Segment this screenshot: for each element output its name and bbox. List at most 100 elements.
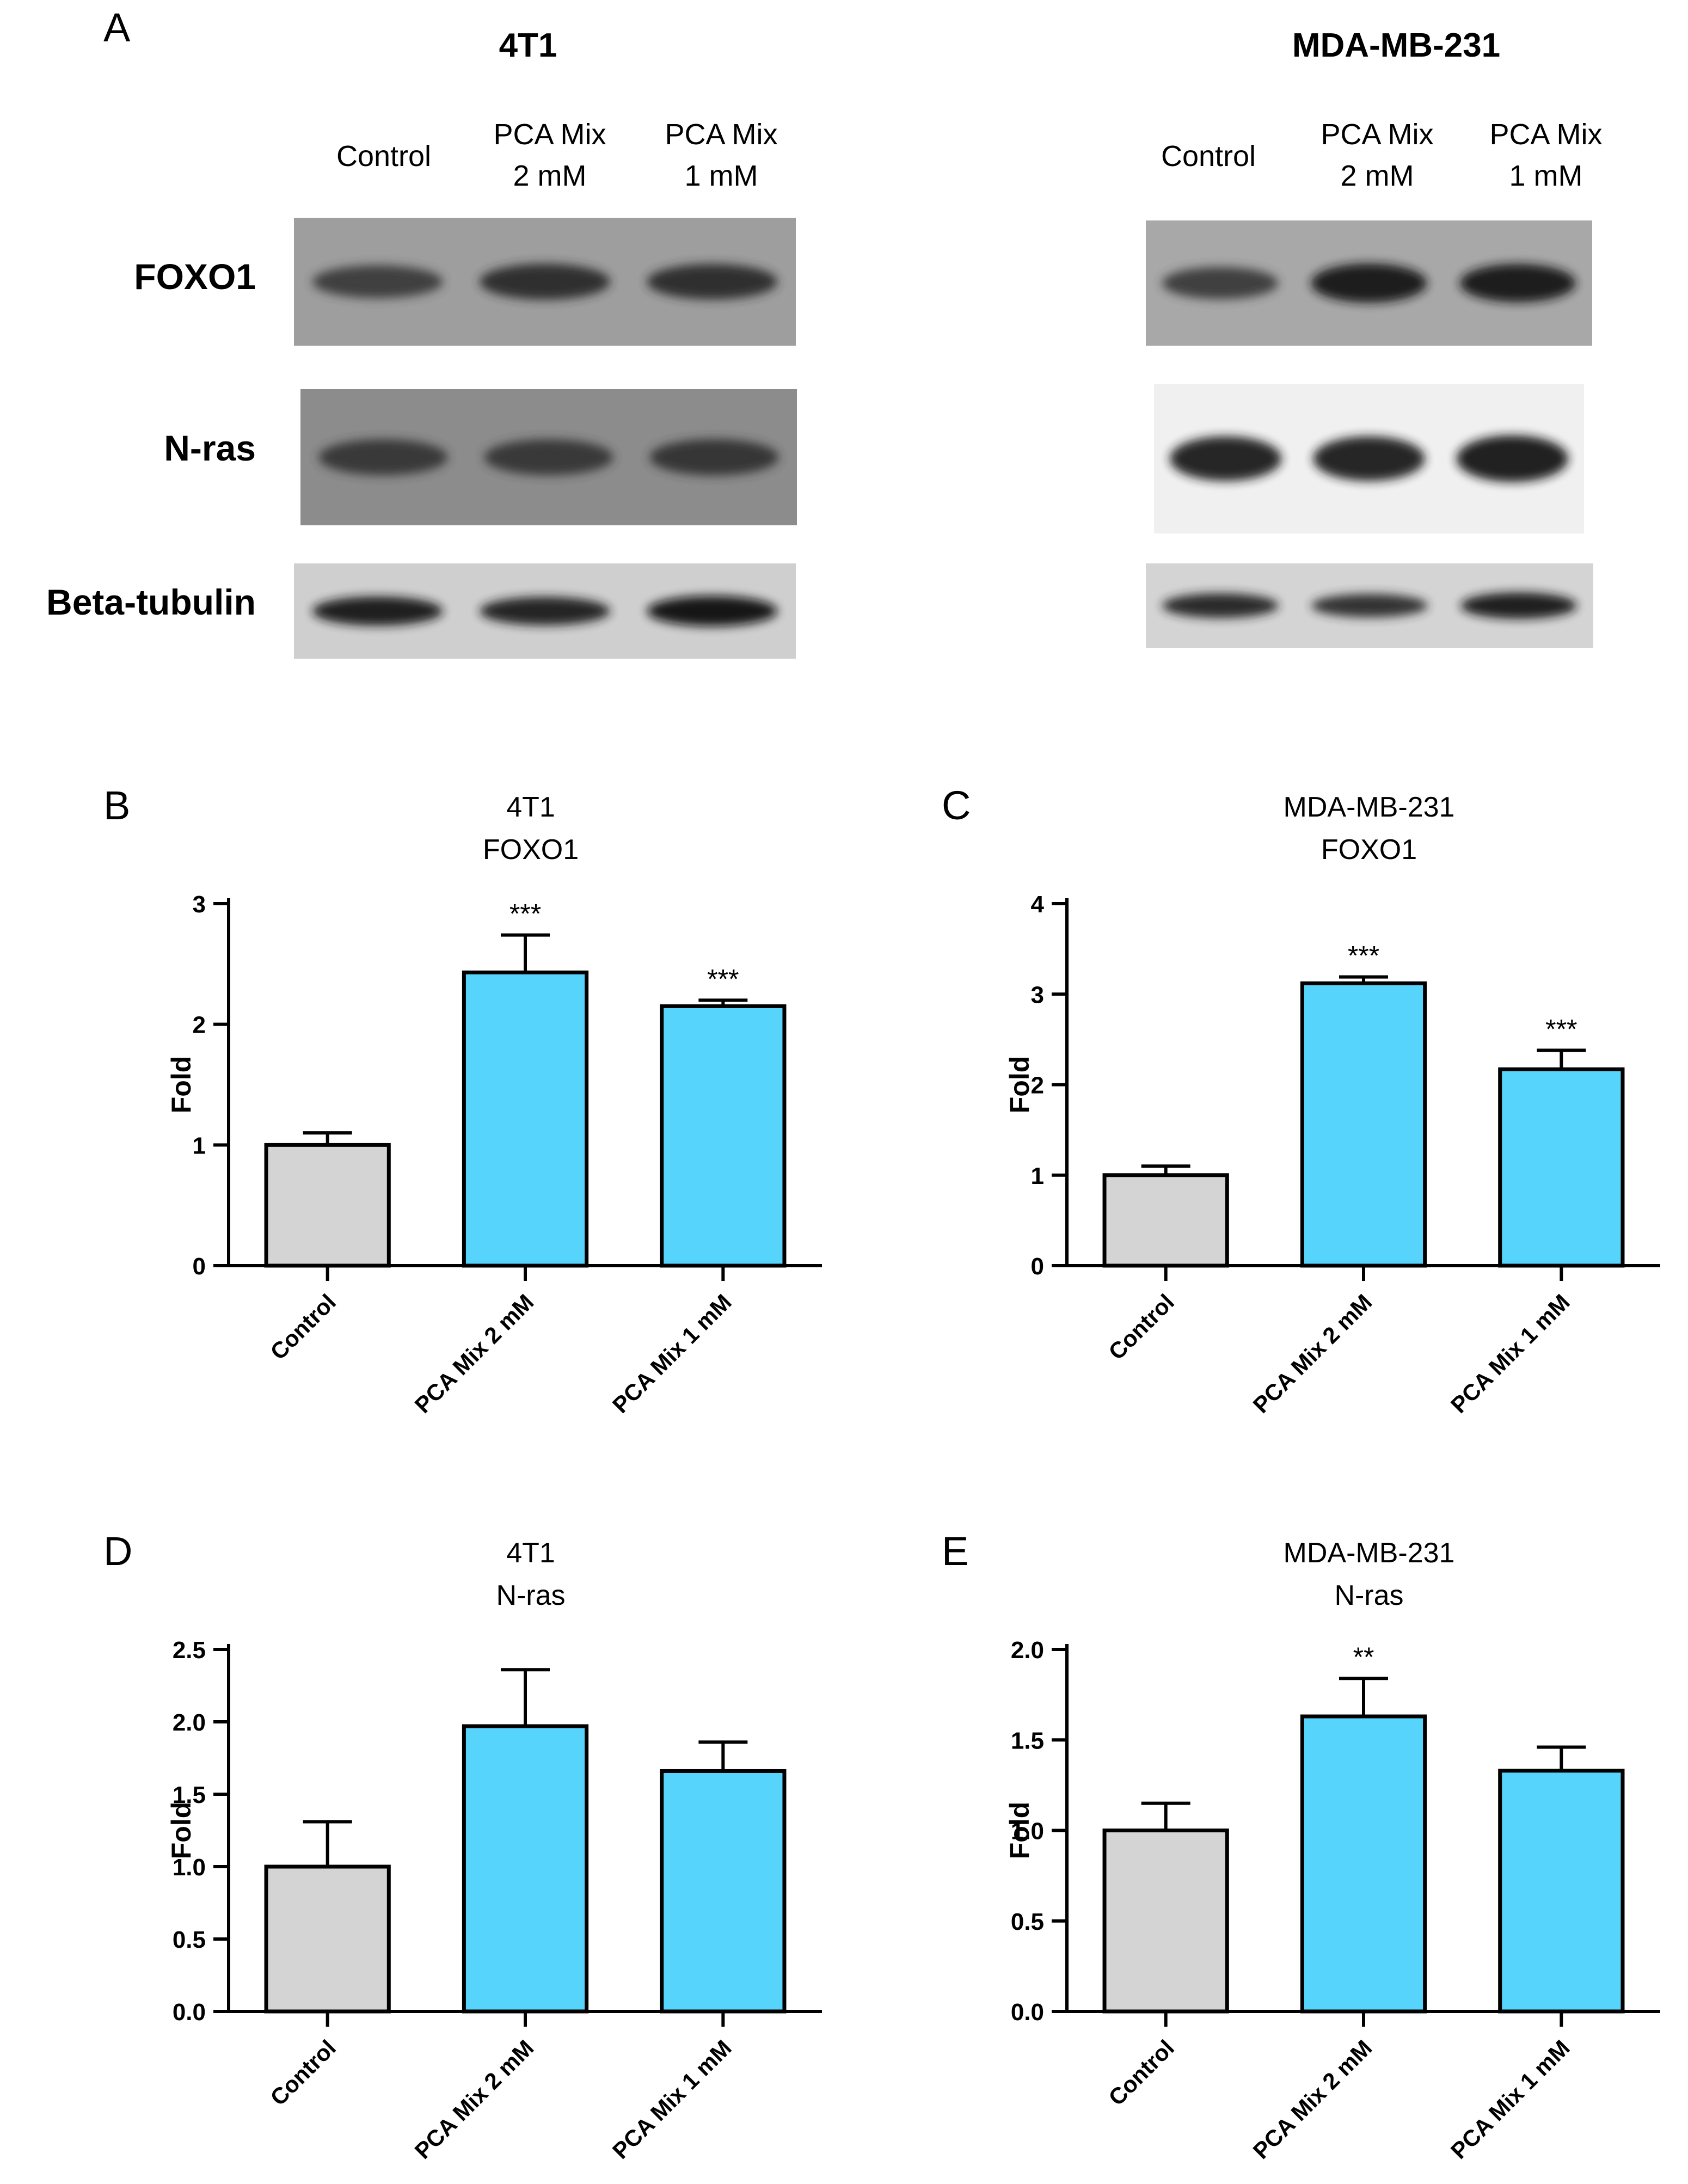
x-tick-label: PCA Mix 1 mM bbox=[607, 2035, 736, 2164]
bar bbox=[1102, 1173, 1229, 1268]
blot-band bbox=[480, 263, 610, 300]
lane-label-mda-control: Control bbox=[1161, 140, 1256, 173]
bar bbox=[264, 1143, 391, 1268]
blot-band bbox=[1456, 435, 1569, 482]
chart-b: B 4T1 FOXO1 Fold 0 1 2 3 Control *** PCA Mix 2 mM *… bbox=[103, 783, 822, 1418]
x-tick-label: PCA Mix 2 mM bbox=[410, 1289, 539, 1418]
chart-title: 4T1 bbox=[506, 792, 555, 823]
blot-4t1-foxo1 bbox=[294, 218, 796, 346]
blot-band bbox=[1459, 263, 1576, 303]
blot-mda-beta-tubulin bbox=[1146, 563, 1593, 648]
bar bbox=[660, 1769, 787, 2014]
y-tick-label: 2.0 bbox=[173, 1709, 206, 1736]
blot-heading-4t1: 4T1 bbox=[499, 27, 557, 64]
x-tick-label: Control bbox=[265, 1289, 341, 1365]
significance-label: *** bbox=[707, 964, 739, 994]
lane-label-mda-pca-2mm: PCA Mix 2 mM bbox=[1321, 118, 1434, 192]
y-tick-label: 2.5 bbox=[173, 1637, 206, 1664]
x-tick-label: PCA Mix 2 mM bbox=[1248, 2035, 1377, 2164]
panel-letter: D bbox=[103, 1529, 132, 1574]
x-tick-label: PCA Mix 1 mM bbox=[607, 1289, 736, 1418]
blot-band bbox=[647, 596, 778, 627]
y-tick-label: 0.5 bbox=[1011, 1909, 1044, 1935]
x-tick-label: Control bbox=[1103, 2035, 1179, 2111]
y-tick-label: 2 bbox=[193, 1012, 206, 1039]
y-tick-label: 1.5 bbox=[1011, 1727, 1044, 1754]
blot-band bbox=[1162, 267, 1279, 299]
y-tick-label: 2 bbox=[1031, 1072, 1044, 1099]
chart-d: D 4T1 N-ras Fold 0.0 0.5 1.0 1.5 2.0 2.5 Control PC… bbox=[103, 1529, 822, 2164]
blot-band bbox=[1311, 263, 1427, 303]
significance-label: *** bbox=[1348, 941, 1379, 971]
panel-letter-a: A bbox=[103, 5, 131, 50]
chart-subtitle: N-ras bbox=[496, 1580, 565, 1611]
blot-band bbox=[312, 596, 443, 626]
significance-label: ** bbox=[1353, 1642, 1374, 1672]
y-axis-label: Fold bbox=[166, 1056, 197, 1114]
row-label-beta-tubulin: Beta-tubulin bbox=[46, 582, 256, 622]
x-tick-label: PCA Mix 1 mM bbox=[1446, 1289, 1575, 1418]
y-tick-label: 0 bbox=[1031, 1253, 1044, 1280]
bar bbox=[1300, 1714, 1427, 2014]
y-tick-label: 0.0 bbox=[1011, 1999, 1044, 2026]
y-axis-label: Fold bbox=[1004, 1802, 1035, 1860]
y-axis-label: Fold bbox=[1004, 1056, 1035, 1114]
blot-band bbox=[1169, 436, 1282, 481]
y-axis-label: Fold bbox=[166, 1802, 197, 1860]
chart-subtitle: FOXO1 bbox=[1321, 834, 1417, 866]
blot-band bbox=[1311, 593, 1428, 618]
y-tick-label: 1.5 bbox=[173, 1782, 206, 1808]
bar bbox=[660, 1004, 787, 1268]
blot-heading-mda-mb-231: MDA-MB-231 bbox=[1292, 27, 1501, 64]
chart-title: MDA-MB-231 bbox=[1284, 1537, 1455, 1569]
panel-letter: C bbox=[942, 783, 971, 828]
x-tick-label: PCA Mix 2 mM bbox=[1248, 1289, 1377, 1418]
blot-band bbox=[312, 265, 443, 298]
bar bbox=[462, 1724, 589, 2014]
blot-band bbox=[649, 439, 779, 476]
row-label-foxo1: FOXO1 bbox=[134, 256, 256, 297]
lane-label-mda-pca-1mm: PCA Mix 1 mM bbox=[1489, 118, 1603, 192]
bar bbox=[1498, 1769, 1625, 2014]
blot-4t1-n-ras bbox=[300, 389, 797, 525]
bar bbox=[264, 1864, 391, 2014]
y-tick-label: 1.0 bbox=[173, 1854, 206, 1881]
blot-band bbox=[484, 439, 613, 475]
bar bbox=[462, 970, 589, 1268]
y-tick-label: 0 bbox=[193, 1253, 206, 1280]
blot-band bbox=[318, 439, 448, 475]
lane-label-4t1-pca-1mm: PCA Mix 1 mM bbox=[665, 118, 778, 192]
panel-letter: E bbox=[942, 1529, 968, 1574]
bar bbox=[1102, 1829, 1229, 2014]
bar bbox=[1498, 1067, 1625, 1268]
significance-label: *** bbox=[1545, 1014, 1577, 1044]
x-tick-label: Control bbox=[265, 2035, 341, 2111]
y-tick-label: 4 bbox=[1031, 891, 1045, 918]
blot-mda-foxo1 bbox=[1146, 220, 1592, 346]
chart-title: 4T1 bbox=[506, 1537, 555, 1569]
blot-band bbox=[480, 597, 610, 625]
blot-band bbox=[1162, 593, 1279, 618]
panel-letter: B bbox=[103, 783, 130, 828]
y-tick-label: 1 bbox=[1031, 1163, 1044, 1189]
x-tick-label: Control bbox=[1103, 1289, 1179, 1365]
blot-band bbox=[647, 263, 778, 300]
y-tick-label: 2.0 bbox=[1011, 1637, 1044, 1664]
y-tick-label: 0.0 bbox=[173, 1999, 206, 2026]
blot-mda-n-ras bbox=[1154, 384, 1584, 533]
bar bbox=[1300, 981, 1427, 1268]
y-tick-label: 1 bbox=[193, 1132, 206, 1159]
y-tick-label: 3 bbox=[193, 891, 206, 918]
y-tick-label: 1.0 bbox=[1011, 1818, 1044, 1845]
lane-label-4t1-control: Control bbox=[336, 140, 432, 173]
significance-label: *** bbox=[510, 899, 541, 929]
chart-subtitle: FOXO1 bbox=[483, 834, 579, 866]
y-tick-label: 3 bbox=[1031, 981, 1044, 1008]
chart-e: E MDA-MB-231 N-ras Fold 0.0 0.5 1.0 1.5 2.0 Contr… bbox=[942, 1529, 1660, 2164]
chart-title: MDA-MB-231 bbox=[1284, 792, 1455, 823]
chart-c: C MDA-MB-231 FOXO1 Fold 0 1 2 3 4 Control *** PCA M… bbox=[942, 783, 1660, 1418]
blot-band bbox=[1313, 436, 1425, 481]
chart-subtitle: N-ras bbox=[1334, 1580, 1403, 1611]
lane-label-4t1-pca-2mm: PCA Mix 2 mM bbox=[493, 118, 606, 192]
x-tick-label: PCA Mix 1 mM bbox=[1446, 2035, 1575, 2164]
